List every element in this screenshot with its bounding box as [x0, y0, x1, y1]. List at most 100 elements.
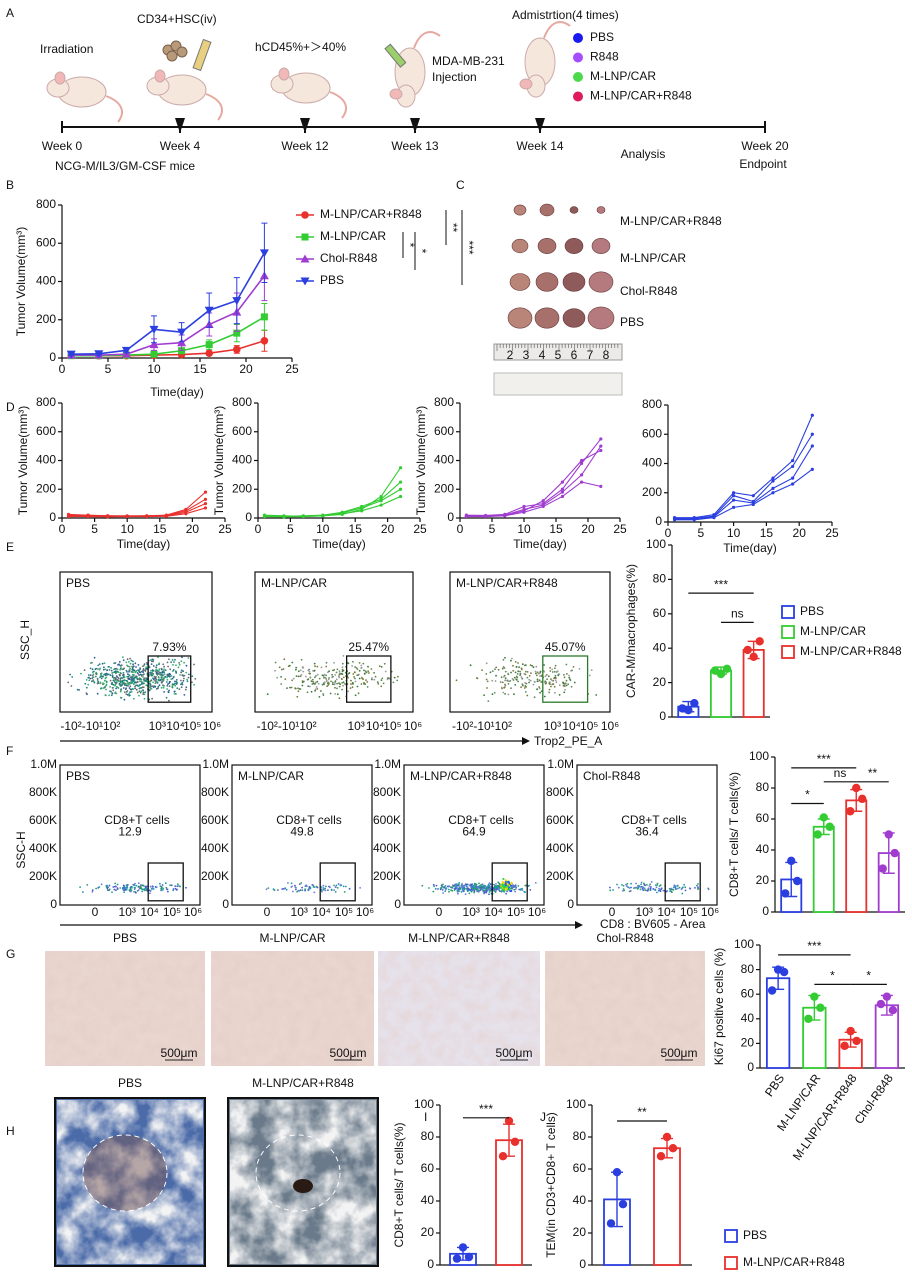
data-point — [498, 1152, 508, 1161]
flow-event — [439, 888, 442, 891]
flow-gate — [491, 862, 528, 902]
point — [732, 491, 736, 495]
gate-value: 36.4 — [635, 824, 659, 838]
flow-event — [341, 666, 344, 669]
flow-event — [495, 666, 498, 669]
data-point — [606, 1219, 616, 1228]
flow-event — [549, 683, 552, 686]
point — [398, 466, 403, 470]
flow-event — [483, 892, 485, 895]
flow-event — [521, 889, 524, 891]
flow-event — [595, 694, 598, 696]
mouse-tail — [105, 95, 123, 123]
flow-event — [175, 680, 178, 683]
flow-event — [517, 885, 520, 887]
legend-label: M-LNP/CAR+R848 — [320, 207, 422, 221]
flow-event — [342, 885, 345, 888]
flow-event — [110, 669, 113, 672]
flow-event — [168, 689, 171, 692]
flow-event — [106, 674, 108, 676]
flow-event — [468, 892, 471, 895]
flow-event — [312, 670, 314, 672]
flow-event — [164, 669, 167, 672]
flow-event — [550, 685, 552, 688]
flow-event — [127, 673, 129, 676]
flow-event — [67, 681, 70, 684]
flow-event — [129, 888, 132, 891]
flow-event — [287, 665, 290, 668]
flow-event — [284, 678, 287, 680]
flow-x-tick: -10²-10¹10² — [60, 719, 120, 733]
sig-label: *** — [807, 939, 821, 953]
flow-event — [100, 687, 102, 690]
flow-event — [520, 676, 523, 679]
flow-event — [524, 685, 527, 687]
flow-event — [122, 687, 125, 689]
flow-event — [168, 675, 171, 678]
flow-event — [70, 685, 73, 687]
flow-event — [360, 664, 363, 667]
flow-event — [443, 886, 446, 888]
flow-event — [97, 887, 100, 889]
flow-event — [572, 666, 575, 668]
flow-event — [482, 890, 485, 893]
flow-event — [128, 669, 131, 671]
x-tick-label: 5 — [697, 526, 704, 540]
flow-event — [100, 883, 103, 886]
legend-marker — [300, 277, 310, 286]
flow-event — [172, 889, 175, 892]
flow-event — [682, 886, 684, 889]
flow-plot-frame — [576, 764, 718, 906]
flow-event — [185, 671, 188, 674]
sig-label: * — [805, 788, 810, 802]
y-tick-label: 0 — [655, 514, 662, 528]
flow-y-tick: 1.0M — [547, 757, 574, 771]
point — [232, 297, 242, 306]
flow-event — [558, 694, 561, 696]
flow-event — [643, 882, 645, 885]
flow-event — [96, 677, 99, 680]
flow-event — [162, 684, 164, 687]
flow-event — [134, 882, 136, 885]
point — [503, 514, 507, 518]
flow-event — [556, 670, 559, 672]
flow-event — [162, 887, 165, 890]
week-label: Week 13 — [391, 139, 438, 153]
flow-event — [353, 676, 355, 678]
flow-event — [89, 667, 92, 670]
flow-event — [675, 888, 677, 890]
flow-event — [168, 685, 171, 688]
panel-label: J — [540, 1110, 546, 1124]
flow-event — [100, 675, 102, 678]
flow-event — [616, 883, 618, 886]
flow-event — [266, 693, 269, 696]
y-tick-label: 40 — [756, 842, 770, 856]
flow-event — [104, 673, 107, 675]
flow-event — [484, 889, 486, 892]
flow-event — [176, 885, 179, 887]
flow-event — [635, 882, 637, 885]
flow-event — [314, 665, 316, 668]
flow-event — [366, 686, 369, 688]
gate-value: 49.8 — [290, 824, 314, 838]
flow-y-tick: 400K — [29, 841, 57, 855]
week-label: Week 0 — [42, 139, 83, 153]
flow-event — [120, 664, 123, 666]
y-tick-label: 100 — [646, 537, 666, 551]
flow-event — [352, 660, 354, 663]
y-tick-label: 0 — [762, 904, 769, 918]
flow-event — [152, 660, 154, 663]
flow-event — [529, 889, 532, 891]
flow-event — [162, 686, 165, 689]
flow-event — [341, 668, 344, 671]
flow-event — [313, 662, 316, 665]
flow-event — [453, 885, 455, 888]
flow-event — [122, 887, 125, 890]
sig-label: * — [866, 969, 871, 983]
legend-marker — [301, 211, 309, 219]
flow-event — [499, 890, 501, 893]
flow-event — [393, 676, 396, 679]
flow-event — [171, 684, 174, 687]
flow-event — [155, 688, 158, 690]
flow-x-tick: 10³ — [636, 905, 653, 919]
